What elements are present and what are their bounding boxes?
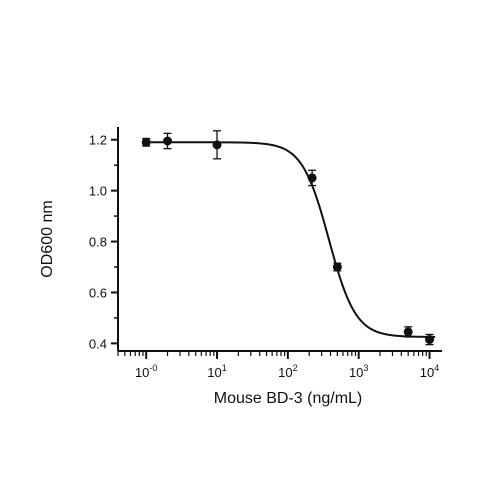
data-point xyxy=(425,335,435,345)
x-tick-label: 102 xyxy=(278,363,297,380)
data-point xyxy=(212,140,222,150)
y-tick-label: 1.2 xyxy=(89,133,107,148)
x-axis-title: Mouse BD-3 (ng/mL) xyxy=(214,390,363,407)
data-point-group xyxy=(163,132,173,150)
data-point xyxy=(403,327,413,337)
data-points xyxy=(141,130,435,346)
x-tick-label: 103 xyxy=(349,363,368,380)
axes xyxy=(117,127,442,352)
y-tick-label: 1.0 xyxy=(89,184,107,199)
y-axis-title: OD600 nm xyxy=(39,200,56,277)
data-point-group xyxy=(403,326,413,338)
data-point-group xyxy=(332,262,342,272)
data-point xyxy=(141,137,151,147)
x-tick-label: 10-0 xyxy=(135,363,157,380)
data-point-group xyxy=(307,169,317,187)
data-point xyxy=(163,136,173,146)
tick-marks xyxy=(111,138,431,359)
data-point xyxy=(307,173,317,183)
data-point-group xyxy=(212,130,222,160)
y-tick-label: 0.6 xyxy=(89,285,107,300)
y-tick-label: 0.4 xyxy=(89,336,107,351)
data-point-group xyxy=(425,333,435,346)
data-point xyxy=(332,262,342,272)
y-tick-label: 0.8 xyxy=(89,235,107,250)
x-tick-label: 104 xyxy=(420,363,439,380)
tick-labels: 0.4 0.6 0.8 1.0 1.2 10-0 101 102 103 104 xyxy=(89,133,439,380)
x-tick-label: 101 xyxy=(207,363,226,380)
fit-curve xyxy=(142,141,436,338)
data-point-group xyxy=(141,137,151,147)
